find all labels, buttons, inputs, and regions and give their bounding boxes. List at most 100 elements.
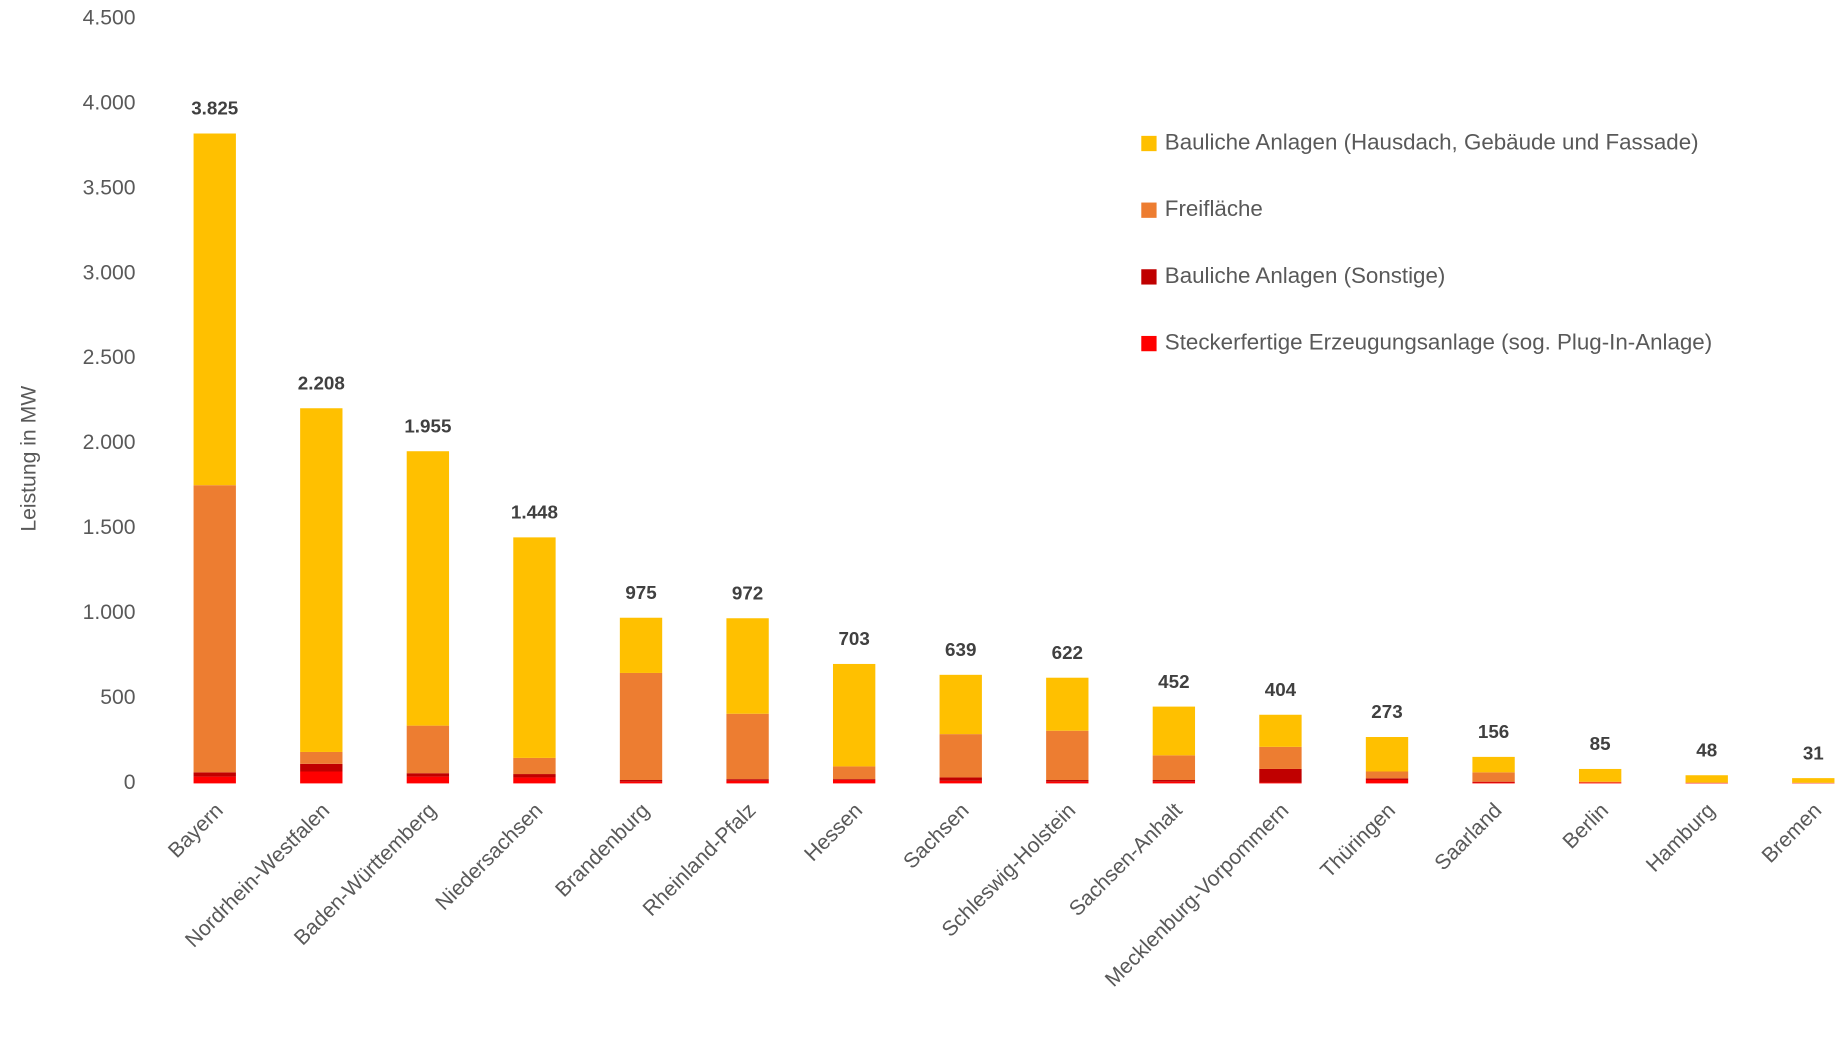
- bar-segment: [1472, 782, 1515, 784]
- bar-segment: [726, 779, 769, 781]
- legend-swatch: [1141, 135, 1157, 152]
- bar-segment: [406, 725, 450, 774]
- bar-segment: [939, 780, 982, 784]
- y-tick-label: 3.000: [83, 261, 136, 284]
- total-label: 3.825: [191, 98, 238, 119]
- total-label: 273: [1371, 701, 1402, 722]
- y-tick-label: 2.500: [83, 346, 136, 369]
- x-tick-label: Thüringen: [1316, 799, 1400, 883]
- x-tick-label: Bremen: [1758, 799, 1827, 868]
- bar-segment: [619, 781, 663, 784]
- bar-segment: [1578, 782, 1622, 784]
- bar-segment: [726, 780, 769, 784]
- legend-label: Bauliche Anlagen (Sonstige): [1165, 263, 1446, 288]
- y-tick-label: 1.000: [83, 601, 136, 624]
- x-tick-label: Hamburg: [1642, 799, 1720, 877]
- bar-segment: [619, 617, 663, 673]
- total-label: 622: [1052, 642, 1083, 663]
- bar-segment: [300, 763, 343, 772]
- y-tick-label: 0: [124, 771, 136, 794]
- bar-segment: [1365, 737, 1409, 772]
- bar-segment: [832, 779, 876, 784]
- legend-swatch: [1141, 335, 1157, 352]
- bar-segment: [1578, 781, 1622, 783]
- bar-segment: [619, 672, 663, 780]
- bar-segment: [1152, 755, 1196, 780]
- total-label: 85: [1590, 733, 1611, 754]
- bar-segment: [193, 133, 236, 486]
- bar-segment: [1365, 779, 1409, 784]
- total-label: 1.955: [404, 415, 451, 436]
- bar-segment: [1152, 779, 1196, 782]
- bar-segment: [1046, 779, 1089, 782]
- x-tick-label: Bayern: [164, 799, 228, 863]
- bar-segment: [300, 751, 343, 764]
- y-tick-label: 1.500: [83, 516, 136, 539]
- total-label: 48: [1696, 739, 1717, 760]
- y-tick-label: 2.000: [83, 431, 136, 454]
- legend-label: Bauliche Anlagen (Hausdach, Gebäude und …: [1165, 129, 1699, 154]
- bar-segment: [1046, 677, 1089, 731]
- bar-segment: [1152, 781, 1196, 784]
- bar-segment: [193, 776, 236, 784]
- bar-segment: [1365, 778, 1409, 780]
- bar-segment: [1259, 782, 1302, 784]
- bar-segment: [1578, 768, 1622, 782]
- bar-segment: [1685, 775, 1728, 783]
- bar-segment: [406, 451, 450, 726]
- total-label: 404: [1265, 679, 1297, 700]
- bar-segment: [726, 618, 769, 714]
- bar-segment: [1152, 706, 1196, 756]
- bar-segment: [1046, 730, 1089, 780]
- bar-segment: [1685, 782, 1728, 784]
- total-label: 639: [945, 639, 976, 660]
- bar-segment: [832, 663, 876, 767]
- bar-segment: [406, 773, 450, 777]
- bar-segment: [513, 774, 556, 778]
- bar-segment: [1472, 781, 1515, 783]
- bar-segment: [513, 537, 556, 758]
- total-label: 156: [1478, 721, 1509, 742]
- x-tick-label: Rheinland-Pfalz: [639, 799, 761, 921]
- total-label: 972: [732, 582, 763, 603]
- total-label: 703: [838, 628, 869, 649]
- legend-swatch: [1141, 202, 1157, 218]
- x-tick-label: Niedersachsen: [431, 799, 547, 915]
- bar-segment: [406, 776, 450, 784]
- bar-segment: [1259, 714, 1302, 747]
- y-axis-title: Leistung in MW: [17, 386, 40, 532]
- x-tick-label: Berlin: [1559, 799, 1614, 854]
- legend-label: Steckerfertige Erzeugungsanlage (sog. Pl…: [1165, 329, 1712, 354]
- total-label: 975: [625, 582, 656, 603]
- total-label: 2.208: [298, 372, 345, 393]
- bar-segment: [513, 777, 556, 784]
- bar-segment: [939, 734, 982, 778]
- x-tick-label: Mecklenburg-Vorpommern: [1101, 799, 1294, 992]
- legend-swatch: [1141, 269, 1157, 285]
- total-label: 1.448: [511, 502, 558, 523]
- y-tick-label: 4.000: [83, 91, 136, 114]
- bar-segment: [1046, 781, 1089, 784]
- bar-segment: [939, 777, 982, 781]
- bar-segment: [193, 485, 236, 773]
- bar-segment: [1259, 768, 1302, 783]
- x-tick-label: Saarland: [1430, 799, 1506, 875]
- bar-segment: [300, 771, 343, 784]
- bar-segment: [939, 674, 982, 735]
- x-tick-label: Sachsen-Anhalt: [1065, 799, 1187, 921]
- bar-segment: [1792, 778, 1835, 783]
- legend-label: Freifläche: [1165, 196, 1263, 221]
- y-tick-label: 4.500: [83, 6, 136, 29]
- x-tick-label: Brandenburg: [551, 799, 654, 902]
- bar-segment: [832, 779, 876, 780]
- bar-segment: [619, 779, 663, 782]
- bar-segment: [832, 766, 876, 780]
- bar-segment: [1365, 771, 1409, 779]
- bar-segment: [193, 772, 236, 777]
- x-tick-label: Sachsen: [899, 799, 973, 873]
- bar-segment: [1472, 772, 1515, 782]
- bar-segment: [726, 713, 769, 780]
- y-tick-label: 500: [100, 686, 135, 709]
